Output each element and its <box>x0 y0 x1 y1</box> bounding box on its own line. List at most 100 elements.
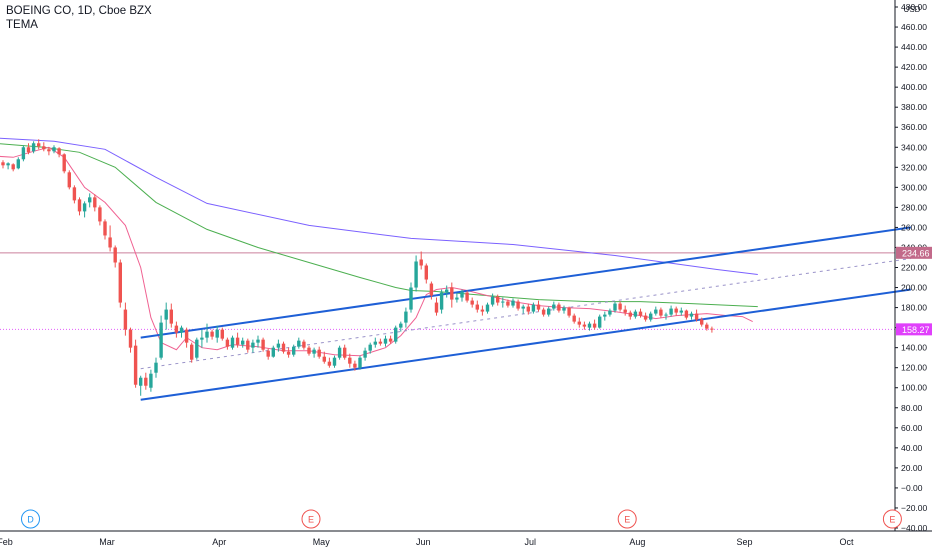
candle-down <box>113 245 117 268</box>
candle-up <box>251 339 255 353</box>
candle-up <box>664 312 668 320</box>
candle-down <box>47 147 51 156</box>
candle-up <box>16 157 20 170</box>
candle-body <box>664 314 668 316</box>
candle-body <box>200 337 204 340</box>
candle-body <box>353 363 357 368</box>
candle-body <box>409 287 413 310</box>
time-tick-label: Sep <box>736 537 752 547</box>
candle-body <box>541 309 546 315</box>
candle-body <box>577 321 581 325</box>
candle-down <box>169 303 173 328</box>
candle-up <box>603 311 607 321</box>
candle-body <box>256 339 260 343</box>
candle-down <box>133 339 138 388</box>
candle-down <box>42 142 46 152</box>
candle-down <box>108 225 112 252</box>
candle-body <box>598 316 602 328</box>
candle-down <box>103 219 107 240</box>
channel-upper-line <box>140 226 911 339</box>
candle-up <box>552 301 556 311</box>
candle-up <box>409 282 413 313</box>
candle-up <box>159 315 163 360</box>
price-tick-label: 320.00 <box>901 162 927 172</box>
candle-down <box>378 338 383 346</box>
candle-down <box>93 194 97 212</box>
candle-down <box>128 327 133 353</box>
marker-letter: E <box>889 515 895 525</box>
time-axis[interactable]: Feb Mar Apr May Jun Jul Aug Sep Oct <box>0 537 854 547</box>
dividend-marker[interactable]: D <box>21 509 40 529</box>
candle-up <box>195 337 199 360</box>
candle-body <box>480 309 485 312</box>
candle-body <box>205 331 209 338</box>
marker-circle <box>882 509 902 529</box>
candle-body <box>439 292 444 310</box>
candle-up <box>200 329 204 348</box>
candle-body <box>562 307 566 311</box>
candle-down <box>302 339 306 350</box>
candle-body <box>246 340 250 350</box>
candle-down <box>618 301 622 312</box>
candle-down <box>628 310 632 320</box>
earnings-marker[interactable]: E <box>617 509 637 529</box>
price-label-text: 234.66 <box>902 248 930 258</box>
candle-down <box>184 327 189 348</box>
candle-body <box>358 357 362 368</box>
candle-down <box>327 357 332 368</box>
candle-body <box>67 172 71 188</box>
candle-body <box>496 296 500 303</box>
symbol-title[interactable]: BOEING CO, 1D, Cboe BZX <box>6 5 152 17</box>
candle-down <box>1 160 5 169</box>
candle-down <box>572 313 576 324</box>
candle-body <box>276 343 281 348</box>
candle-body <box>404 311 408 323</box>
candle-up <box>455 293 459 303</box>
candle-down <box>592 319 597 330</box>
candle-down <box>118 259 122 308</box>
overlay-lines <box>0 137 911 401</box>
price-label-box <box>896 246 932 259</box>
candle-body <box>521 306 525 309</box>
candle-up <box>230 335 235 350</box>
candle-body <box>547 308 551 315</box>
candle-up <box>82 201 87 218</box>
candle-down <box>353 360 357 371</box>
candle-up <box>297 337 301 349</box>
candle-up <box>337 345 342 360</box>
candle-up <box>149 369 153 392</box>
candle-body <box>154 362 158 373</box>
candle-body <box>241 340 245 345</box>
candle-body <box>93 197 97 208</box>
candle-up <box>669 305 673 317</box>
candle-down <box>694 309 699 322</box>
candle-body <box>286 351 291 355</box>
candle-down <box>419 251 423 270</box>
price-tick-label: 300.00 <box>901 182 927 192</box>
candle-up <box>490 293 495 307</box>
candle-body <box>139 377 143 386</box>
indicator-label[interactable]: TEMA <box>6 19 38 31</box>
candle-up <box>649 311 653 322</box>
candle-body <box>72 187 77 201</box>
earnings-marker[interactable]: E <box>882 509 902 529</box>
candle-down <box>577 317 581 328</box>
candle-up <box>241 337 245 348</box>
candle-down <box>643 312 648 322</box>
candle-body <box>16 159 20 169</box>
candle-down <box>623 305 627 316</box>
candle-down <box>434 297 439 316</box>
candle-down <box>567 306 571 318</box>
candle-body <box>710 328 714 330</box>
candle-up <box>358 355 362 370</box>
candle-body <box>343 347 347 358</box>
price-tick-label: −20.00 <box>901 503 928 513</box>
candle-body <box>327 361 332 366</box>
candle-down <box>67 170 71 190</box>
earnings-marker[interactable]: E <box>301 509 321 529</box>
candle-body <box>348 357 352 364</box>
marker-circle <box>617 509 637 529</box>
